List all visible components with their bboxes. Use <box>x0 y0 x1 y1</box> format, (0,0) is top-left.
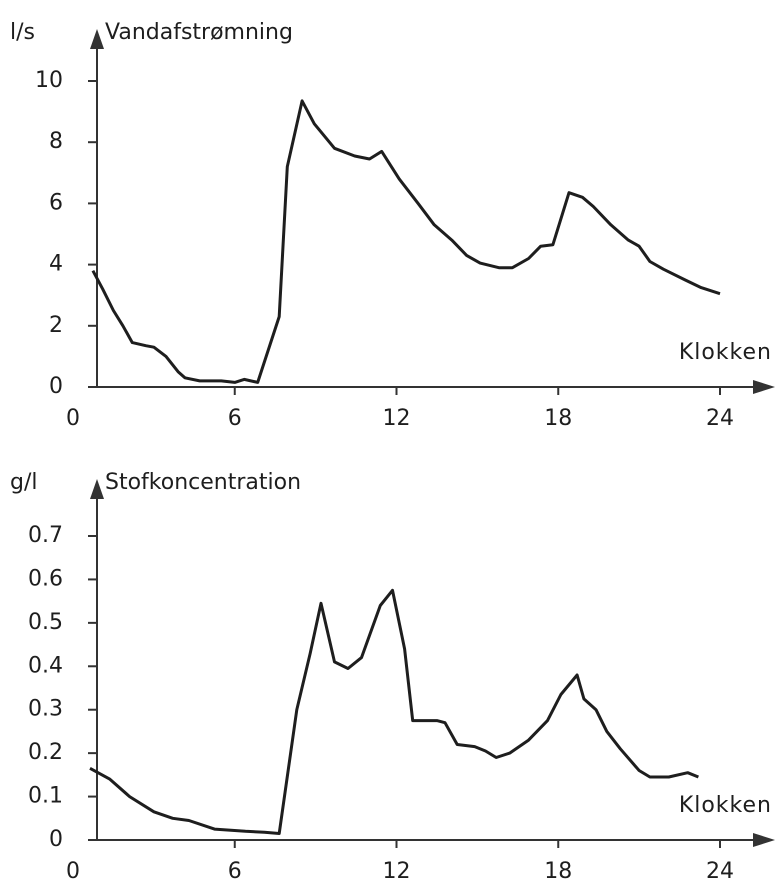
x-tick-label: 0 <box>66 406 80 431</box>
y-tick-label: 0.7 <box>28 523 63 548</box>
y-axis-arrow <box>90 479 104 499</box>
y-tick-label: 6 <box>49 190 63 215</box>
data-line <box>91 99 721 384</box>
chart-title: Vandafstrømning <box>105 20 293 45</box>
x-tick-label: 24 <box>706 859 734 881</box>
y-axis-arrow <box>90 29 104 49</box>
y-tick-label: 0.1 <box>28 784 63 809</box>
chart-title: Stofkoncentration <box>105 470 301 495</box>
y-tick-label: 0 <box>49 374 63 399</box>
y-tick-label: 2 <box>49 313 63 338</box>
data-line <box>89 588 699 835</box>
x-tick-label: 0 <box>66 859 80 881</box>
x-tick-label: 6 <box>228 859 242 881</box>
y-unit: g/l <box>10 470 38 495</box>
x-tick-label: 12 <box>383 859 411 881</box>
x-axis-label: Klokken <box>679 793 772 818</box>
y-tick-label: 4 <box>49 252 63 277</box>
x-tick-label: 12 <box>383 406 411 431</box>
x-tick-label: 6 <box>228 406 242 431</box>
y-tick-label: 0.5 <box>28 610 63 635</box>
y-tick-label: 0 <box>49 827 63 852</box>
y-unit: l/s <box>10 20 35 45</box>
x-axis-arrow <box>753 833 775 847</box>
x-axis-label: Klokken <box>679 340 772 365</box>
y-tick-label: 10 <box>35 68 63 93</box>
x-axis-arrow <box>753 380 775 394</box>
x-tick-label: 18 <box>544 859 572 881</box>
y-tick-label: 0.6 <box>28 566 63 591</box>
x-tick-label: 18 <box>544 406 572 431</box>
y-tick-label: 0.4 <box>28 653 63 678</box>
x-tick-label: 24 <box>706 406 734 431</box>
y-tick-label: 0.2 <box>28 740 63 765</box>
y-tick-label: 0.3 <box>28 697 63 722</box>
y-tick-label: 8 <box>49 129 63 154</box>
